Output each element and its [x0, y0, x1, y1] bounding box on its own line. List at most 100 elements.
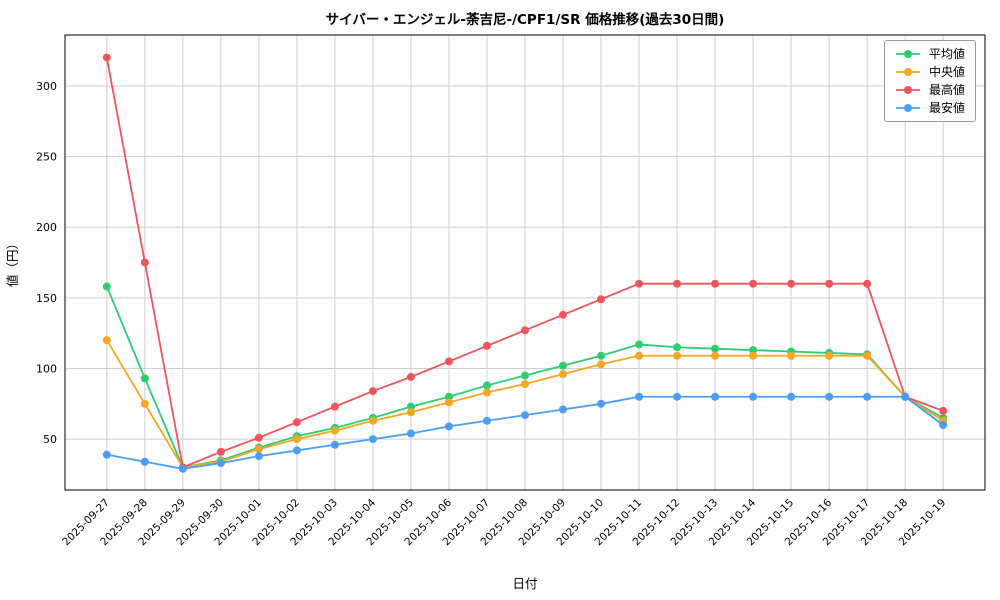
data-point — [102, 336, 111, 345]
data-point — [292, 446, 301, 455]
data-point — [749, 392, 758, 401]
data-point — [178, 464, 187, 473]
legend: 平均値 中央値 最高値 最安値 — [883, 40, 976, 122]
legend-item-max: 最高値 — [895, 84, 965, 96]
data-point — [711, 392, 720, 401]
legend-line-icon — [895, 68, 920, 76]
data-point — [482, 388, 491, 397]
data-point — [635, 392, 644, 401]
data-point — [482, 416, 491, 425]
data-point — [901, 392, 910, 401]
data-point — [330, 402, 339, 411]
data-point — [711, 344, 720, 353]
legend-marker-min — [895, 102, 921, 114]
data-point — [330, 440, 339, 449]
data-point — [825, 279, 834, 288]
data-point — [635, 340, 644, 349]
legend-item-median: 中央値 — [895, 66, 965, 78]
chart-title: サイバー・エンジェル-荼吉尼-/CPF1/SR 価格推移(過去30日間) — [326, 11, 725, 28]
legend-label-median: 中央値 — [928, 65, 965, 79]
legend-label-max: 最高値 — [928, 83, 965, 97]
data-point — [521, 380, 529, 389]
y-tick-label: 150 — [36, 292, 57, 305]
data-point — [597, 351, 606, 360]
legend-label-average: 平均値 — [928, 47, 965, 61]
y-tick-label: 100 — [36, 362, 57, 375]
tick-labels: 501001502002503002025-09-272025-09-28202… — [36, 80, 948, 548]
legend-line-icon — [895, 86, 920, 94]
data-point — [635, 279, 644, 288]
data-point — [863, 351, 872, 360]
legend-marker-max — [895, 84, 921, 96]
data-point — [102, 282, 111, 291]
data-point — [521, 411, 529, 420]
data-point — [254, 445, 263, 454]
gridlines — [65, 35, 985, 490]
legend-label-min: 最安値 — [928, 101, 965, 115]
legend-marker-average — [895, 48, 921, 60]
data-point — [787, 279, 796, 288]
legend-item-min: 最安値 — [895, 102, 965, 114]
data-point — [749, 351, 758, 360]
data-point — [368, 435, 377, 444]
data-point — [559, 310, 568, 319]
y-tick-label: 250 — [36, 151, 57, 164]
data-point — [559, 370, 568, 379]
data-point — [368, 387, 377, 396]
data-point — [444, 357, 453, 366]
data-point — [140, 374, 149, 383]
data-point — [482, 381, 491, 390]
data-point — [216, 459, 225, 468]
series-layer — [102, 53, 948, 473]
data-point — [140, 457, 149, 466]
data-point — [102, 450, 111, 459]
data-point — [216, 447, 225, 456]
data-point — [863, 279, 872, 288]
data-point — [406, 372, 415, 381]
data-point — [749, 279, 758, 288]
data-point — [597, 399, 606, 408]
data-point — [559, 405, 568, 414]
data-point — [825, 351, 834, 360]
data-point — [635, 351, 644, 360]
y-tick-label: 300 — [36, 80, 57, 93]
y-tick-label: 50 — [43, 433, 57, 446]
data-point — [863, 392, 872, 401]
data-point — [521, 371, 529, 380]
data-point — [330, 426, 339, 435]
legend-line-icon — [895, 104, 920, 112]
data-point — [711, 351, 720, 360]
data-point — [406, 408, 415, 417]
data-point — [292, 435, 301, 444]
data-point — [102, 53, 111, 62]
data-point — [444, 398, 453, 407]
legend-marker-median — [895, 66, 921, 78]
data-point — [787, 392, 796, 401]
data-point — [673, 279, 682, 288]
data-point — [939, 421, 948, 429]
data-point — [939, 406, 948, 415]
axes-frame — [64, 34, 986, 491]
data-point — [673, 351, 682, 360]
data-point — [140, 399, 149, 408]
legend-line-icon — [895, 50, 920, 58]
data-point — [482, 341, 491, 350]
data-point — [406, 402, 415, 411]
data-point — [559, 361, 568, 370]
x-axis-label: 日付 — [512, 576, 537, 591]
data-point — [292, 418, 301, 427]
data-point — [444, 392, 453, 401]
data-point — [444, 422, 453, 431]
data-point — [140, 258, 149, 267]
data-point — [825, 392, 834, 401]
data-point — [749, 346, 758, 355]
legend-item-average: 平均値 — [895, 48, 965, 60]
y-tick-label: 200 — [36, 221, 57, 234]
data-point — [368, 416, 377, 425]
data-point — [254, 433, 263, 442]
data-point — [711, 279, 720, 288]
data-point — [406, 429, 415, 438]
data-point — [597, 360, 606, 369]
